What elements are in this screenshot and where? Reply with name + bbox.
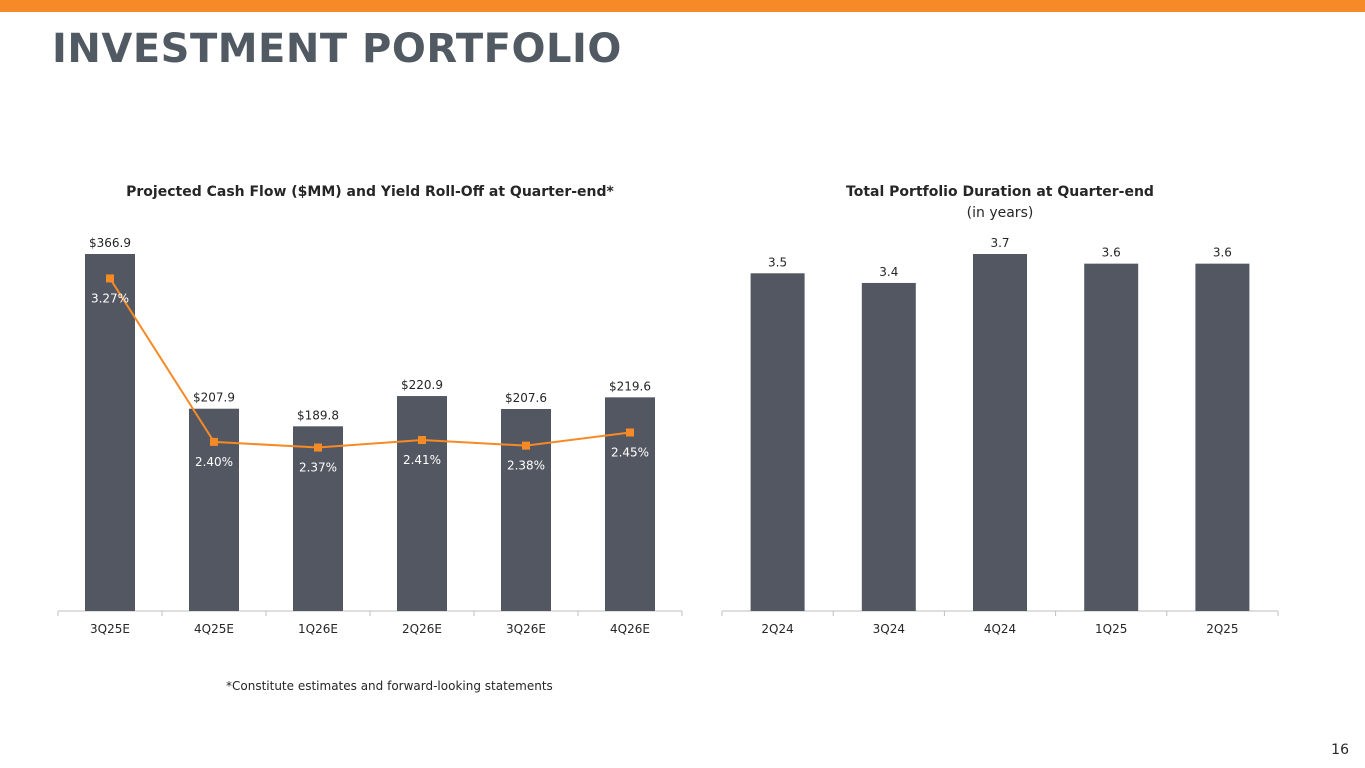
x-tick-label: 4Q25E bbox=[194, 622, 234, 636]
bar bbox=[973, 254, 1027, 611]
yield-value-label: 2.37% bbox=[299, 461, 337, 475]
x-tick-label: 1Q25 bbox=[1095, 622, 1127, 636]
yield-marker bbox=[522, 441, 530, 450]
bar-value-label: 3.7 bbox=[990, 236, 1009, 250]
yield-value-label: 2.38% bbox=[507, 459, 545, 473]
bar bbox=[397, 396, 447, 611]
bar bbox=[1084, 263, 1139, 611]
x-tick-label: 2Q25 bbox=[1206, 622, 1238, 636]
yield-marker bbox=[418, 436, 426, 445]
yield-value-label: 3.27% bbox=[91, 291, 129, 305]
yield-marker bbox=[314, 443, 322, 452]
bar bbox=[861, 282, 916, 611]
duration-chart-subtitle: (in years) bbox=[966, 205, 1034, 221]
yield-marker bbox=[626, 428, 634, 437]
x-tick-label: 2Q26E bbox=[402, 622, 442, 636]
page-title: INVESTMENT PORTFOLIO bbox=[52, 26, 622, 72]
duration-chart-title: Total Portfolio Duration at Quarter-end bbox=[846, 184, 1154, 200]
yield-value-label: 2.41% bbox=[403, 453, 441, 467]
yield-marker bbox=[210, 437, 218, 446]
bar bbox=[85, 254, 135, 611]
page-number: 16 bbox=[1331, 742, 1349, 758]
bar-value-label: 3.6 bbox=[1102, 246, 1121, 260]
top-accent-bar bbox=[0, 0, 1365, 12]
bar-value-label: $366.9 bbox=[89, 236, 131, 250]
yield-marker bbox=[106, 274, 114, 283]
x-tick-label: 1Q26E bbox=[298, 622, 338, 636]
bar-value-label: 3.6 bbox=[1213, 246, 1232, 260]
bar-value-label: $207.9 bbox=[193, 391, 235, 405]
x-tick-label: 4Q24 bbox=[984, 622, 1016, 636]
yield-value-label: 2.45% bbox=[611, 446, 649, 460]
bar bbox=[293, 426, 343, 611]
cash-flow-chart-title: Projected Cash Flow ($MM) and Yield Roll… bbox=[126, 184, 614, 200]
bar bbox=[750, 273, 805, 611]
x-tick-label: 3Q26E bbox=[506, 622, 546, 636]
bar-value-label: $220.9 bbox=[401, 378, 443, 392]
x-tick-label: 4Q26E bbox=[610, 622, 650, 636]
x-tick-label: 3Q25E bbox=[90, 622, 130, 636]
footnote: *Constitute estimates and forward-lookin… bbox=[226, 679, 553, 693]
bar-value-label: $189.8 bbox=[297, 408, 339, 422]
x-tick-label: 2Q24 bbox=[761, 622, 793, 636]
bar-value-label: 3.4 bbox=[879, 265, 898, 279]
bar bbox=[1195, 263, 1250, 611]
yield-line bbox=[109, 277, 631, 449]
bar-value-label: 3.5 bbox=[768, 255, 787, 269]
x-tick-label: 3Q24 bbox=[873, 622, 905, 636]
bar-value-label: $207.6 bbox=[505, 391, 547, 405]
yield-value-label: 2.40% bbox=[195, 455, 233, 469]
bar-value-label: $219.6 bbox=[609, 379, 651, 393]
